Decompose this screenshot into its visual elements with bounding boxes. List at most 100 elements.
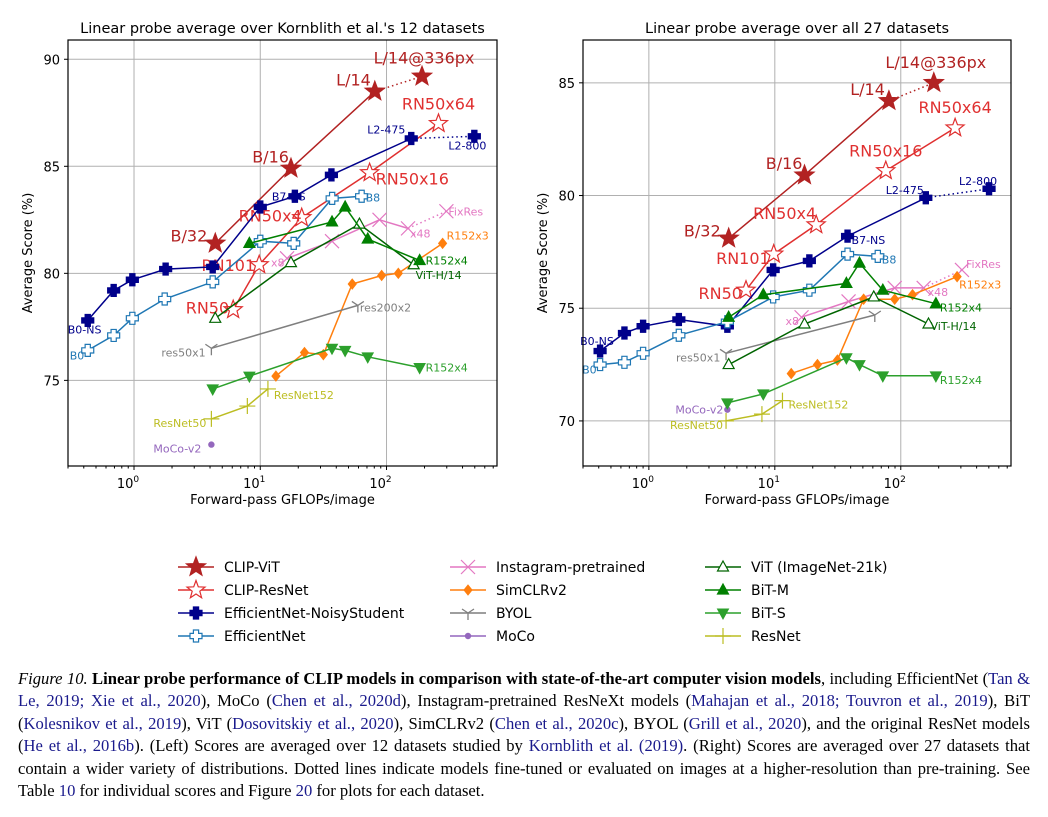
data-point-hires xyxy=(467,129,481,143)
data-point xyxy=(393,267,403,280)
data-label: B8 xyxy=(882,253,897,266)
data-label: R152x4 xyxy=(426,362,468,375)
legend-label: CLIP-ResNet xyxy=(224,583,309,599)
caption-text: ), BiT ( xyxy=(18,691,1030,733)
caption-text: for plots for each dataset. xyxy=(312,781,485,801)
caption-text: ), MoCo ( xyxy=(200,691,272,711)
x-tick-exponent: 2 xyxy=(386,475,392,485)
x-tick-exponent: 1 xyxy=(260,475,266,485)
legend-label: EfficientNet xyxy=(224,629,306,645)
series-line xyxy=(725,399,783,422)
data-label: L2-800 xyxy=(448,139,486,152)
data-label: B0-NS xyxy=(68,323,102,336)
data-label: B/16 xyxy=(766,154,803,173)
data-point xyxy=(358,161,381,182)
series-simclrv2: R152x3 xyxy=(271,229,489,382)
data-label: res50x1 xyxy=(676,351,720,364)
data-point xyxy=(204,231,227,253)
data-label: L/14@336px xyxy=(374,48,475,67)
caption-text: for individual scores and Figure xyxy=(75,781,296,801)
citation-link[interactable]: Grill et al., 2020 xyxy=(688,713,802,733)
legend-item: BiT-M xyxy=(705,582,789,599)
y-axis-label: Average Score (%) xyxy=(21,193,36,314)
x-tick-label: 101 xyxy=(758,475,780,492)
data-point xyxy=(404,131,418,146)
data-point xyxy=(325,343,339,356)
citation-link[interactable]: Mahajan et al., 2018; Touvron et al., 20… xyxy=(691,691,988,711)
data-label: ViT-H/14 xyxy=(931,320,977,333)
legend-marker xyxy=(716,582,730,595)
series-efficientnet-noisystudent: B0-NS B7-NS L2-475 L2-800 xyxy=(580,175,997,358)
data-point xyxy=(208,441,215,448)
data-point xyxy=(400,220,416,236)
legend-item: BiT-S xyxy=(705,606,786,622)
legend-marker xyxy=(185,578,207,600)
data-point xyxy=(871,249,885,263)
data-point xyxy=(919,191,933,205)
data-point-hires xyxy=(410,64,434,86)
data-point xyxy=(355,189,369,203)
data-point xyxy=(805,213,827,234)
data-point xyxy=(756,287,770,300)
series-vit-imagenet-21k-: ViT-H/14 xyxy=(208,216,462,323)
data-point xyxy=(876,371,890,383)
data-label: RN50x4 xyxy=(753,204,816,223)
caption-body: , including EfficientNet (Tan & Le, 2019… xyxy=(18,669,1030,800)
data-label: ResNet152 xyxy=(274,389,334,402)
citation-link[interactable]: Chen et al., 2020d xyxy=(271,691,401,711)
citation-link[interactable]: Kornblith et al. (2019) xyxy=(528,736,684,756)
x-axis-label: Forward-pass GFLOPs/image xyxy=(190,493,375,508)
data-point xyxy=(841,294,856,309)
series-line xyxy=(211,388,269,420)
data-label: x48 xyxy=(410,227,431,240)
citation-link[interactable]: 10 xyxy=(58,781,76,801)
data-label: R152x3 xyxy=(959,279,1001,292)
data-point xyxy=(239,398,256,415)
data-point xyxy=(413,363,427,375)
legend-marker xyxy=(715,628,731,644)
data-point-hires xyxy=(438,203,454,219)
data-label: RN50x4 xyxy=(239,207,302,226)
data-point xyxy=(763,242,785,264)
citation-link[interactable]: Tan & Le, 2019; Xie et al., 2020 xyxy=(18,669,1031,711)
legend-marker xyxy=(460,559,476,575)
data-label: R152x4 xyxy=(940,302,982,315)
data-point xyxy=(786,367,796,380)
legend-label: EfficientNet-NoisyStudent xyxy=(224,606,405,622)
legend-item: ViT (ImageNet-21k) xyxy=(705,559,887,576)
data-point xyxy=(437,237,448,250)
legend-item: CLIP-ResNet xyxy=(178,578,309,600)
citation-link[interactable]: Dosovitskiy et al., 2020 xyxy=(232,713,394,733)
data-point xyxy=(158,292,172,306)
citation-link[interactable]: 20 xyxy=(295,781,313,801)
data-point xyxy=(208,311,222,323)
citation-link[interactable]: Chen et al., 2020c xyxy=(494,713,619,733)
y-tick-label: 75 xyxy=(558,302,575,317)
legend-item: EfficientNet xyxy=(178,629,306,645)
citation-link[interactable]: He et al., 2016b xyxy=(23,736,135,756)
data-label: MoCo-v2 xyxy=(153,443,201,456)
x-tick-label: 100 xyxy=(632,475,655,492)
data-point xyxy=(840,229,855,243)
series-line xyxy=(212,347,420,390)
data-point xyxy=(206,384,220,396)
data-label: L/14 xyxy=(850,80,885,99)
legend-item: Instagram-pretrained xyxy=(450,559,645,576)
y-tick-label: 85 xyxy=(558,77,575,92)
hires-dotted-line xyxy=(374,75,423,93)
data-point xyxy=(427,112,450,133)
data-label: RN50 xyxy=(186,299,229,318)
data-point xyxy=(372,212,387,228)
data-point xyxy=(852,255,866,268)
data-point xyxy=(840,353,853,365)
data-point xyxy=(944,116,966,137)
citation-link[interactable]: Kolesnikov et al., 2019 xyxy=(23,713,182,733)
data-point xyxy=(929,296,943,309)
hires-dotted-line xyxy=(925,188,990,199)
data-point xyxy=(325,214,339,227)
data-point xyxy=(248,253,270,274)
series-clip-vit: B/32 B/16 L/14L/14@336px xyxy=(684,53,986,248)
data-point xyxy=(718,412,735,429)
y-tick-label: 80 xyxy=(558,190,575,205)
data-label: R152x4 xyxy=(940,374,982,387)
